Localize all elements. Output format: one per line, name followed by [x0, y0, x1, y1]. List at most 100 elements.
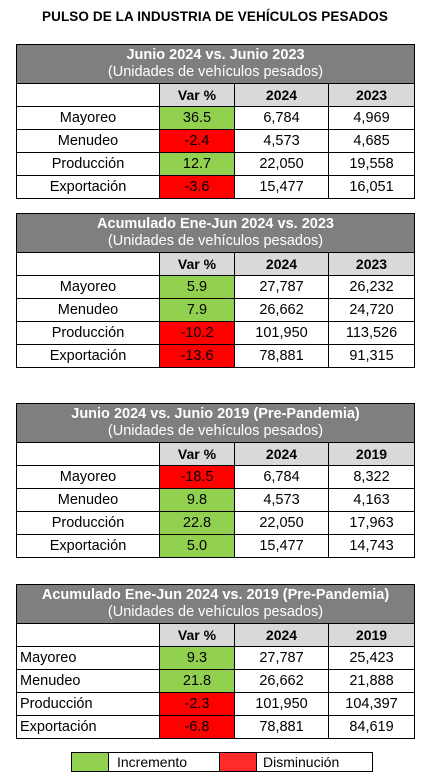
- legend-label-increase: Incremento: [117, 754, 188, 770]
- blank-header-cell: [16, 442, 160, 466]
- var-cell: -2.3: [159, 692, 235, 716]
- legend-swatch-decrease: [220, 753, 257, 771]
- row-label: Producción: [16, 692, 160, 716]
- table-title: Acumulado Ene-Jun 2024 vs. 2023: [97, 216, 334, 232]
- value-cell-a: 26,662: [234, 298, 329, 322]
- column-header-var: Var %: [159, 623, 235, 647]
- legend-item-increase: Incremento: [71, 752, 220, 772]
- table-subtitle: (Unidades de vehículos pesados): [107, 423, 324, 439]
- table-acumulado-2024-vs-2019: Acumulado Ene-Jun 2024 vs. 2019 (Pre-Pan…: [15, 584, 416, 739]
- value-cell-a: 101,950: [234, 321, 329, 345]
- row-label: Menudeo: [16, 669, 160, 693]
- value-cell-a: 78,881: [234, 715, 329, 739]
- table-header: Acumulado Ene-Jun 2024 vs. 2023 (Unidade…: [16, 213, 415, 253]
- page-title: PULSO DE LA INDUSTRIA DE VEHÍCULOS PESAD…: [42, 9, 388, 24]
- table-acumulado-2024-vs-2023: Acumulado Ene-Jun 2024 vs. 2023 (Unidade…: [16, 213, 415, 368]
- row-label: Menudeo: [16, 488, 160, 512]
- value-cell-b: 14,743: [327, 534, 416, 558]
- table-row: Menudeo -2.4 4,573 4,685: [16, 129, 416, 153]
- blank-header-cell: [16, 623, 160, 647]
- column-header-year-a: 2024: [234, 252, 329, 276]
- row-label: Exportación: [16, 175, 160, 199]
- table-header: Junio 2024 vs. Junio 2023 (Unidades de v…: [15, 44, 416, 84]
- value-cell-a: 15,477: [234, 175, 329, 199]
- value-cell-b: 4,969: [327, 106, 416, 130]
- var-cell: 12.7: [159, 152, 235, 176]
- value-cell-b: 17,963: [327, 511, 416, 535]
- table-row: Producción 22.8 22,050 17,963: [16, 511, 416, 535]
- var-cell: -6.8: [159, 715, 235, 739]
- table-subtitle: (Unidades de vehículos pesados): [107, 233, 324, 249]
- table-title: Acumulado Ene-Jun 2024 vs. 2019 (Pre-Pan…: [41, 587, 390, 603]
- value-cell-a: 26,662: [234, 669, 329, 693]
- table-title: Junio 2024 vs. Junio 2023: [126, 47, 305, 63]
- var-cell: -3.6: [159, 175, 235, 199]
- var-cell: -18.5: [159, 465, 235, 489]
- blank-header-cell: [16, 83, 160, 107]
- var-cell: 9.8: [159, 488, 235, 512]
- column-header-var: Var %: [159, 442, 235, 466]
- table-row: Mayoreo 9.3 27,787 25,423: [16, 646, 416, 670]
- table-row: Mayoreo 36.5 6,784 4,969: [16, 106, 416, 130]
- value-cell-b: 8,322: [327, 465, 416, 489]
- value-cell-a: 6,784: [234, 465, 329, 489]
- var-cell: 21.8: [159, 669, 235, 693]
- var-cell: 22.8: [159, 511, 235, 535]
- table-subtitle: (Unidades de vehículos pesados): [107, 64, 324, 80]
- row-label: Mayoreo: [16, 646, 160, 670]
- value-cell-b: 25,423: [327, 646, 416, 670]
- value-cell-b: 104,397: [327, 692, 416, 716]
- value-cell-a: 101,950: [234, 692, 329, 716]
- column-header-year-a: 2024: [234, 623, 329, 647]
- var-cell: 9.3: [159, 646, 235, 670]
- row-label: Producción: [16, 152, 160, 176]
- column-header-year-b: 2023: [328, 252, 415, 276]
- value-cell-a: 22,050: [234, 152, 329, 176]
- var-cell: -13.6: [159, 344, 235, 368]
- table-subtitle: (Unidades de vehículos pesados): [107, 604, 324, 620]
- table-header: Junio 2024 vs. Junio 2019 (Pre-Pandemia)…: [15, 403, 416, 443]
- table-row: Exportación 5.0 15,477 14,743: [16, 534, 416, 558]
- value-cell-b: 19,558: [327, 152, 416, 176]
- column-header-year-b: 2019: [327, 623, 416, 647]
- table-row: Menudeo 21.8 26,662 21,888: [16, 669, 416, 693]
- value-cell-a: 6,784: [234, 106, 329, 130]
- var-cell: 7.9: [159, 298, 235, 322]
- value-cell-b: 4,163: [327, 488, 416, 512]
- value-cell-a: 27,787: [234, 646, 329, 670]
- row-label: Mayoreo: [16, 275, 160, 299]
- row-label: Menudeo: [16, 129, 160, 153]
- table-junio-2024-vs-2019: Junio 2024 vs. Junio 2019 (Pre-Pandemia)…: [15, 403, 416, 558]
- legend-label-decrease: Disminución: [263, 754, 340, 770]
- legend: Incremento Disminución: [71, 752, 373, 772]
- row-label: Exportación: [16, 534, 160, 558]
- value-cell-a: 4,573: [234, 488, 329, 512]
- table-row: Exportación -6.8 78,881 84,619: [16, 715, 416, 739]
- blank-header-cell: [16, 252, 160, 276]
- value-cell-b: 21,888: [327, 669, 416, 693]
- row-label: Producción: [16, 321, 160, 345]
- value-cell-a: 4,573: [234, 129, 329, 153]
- var-cell: 5.0: [159, 534, 235, 558]
- column-header-var: Var %: [159, 252, 235, 276]
- row-label: Mayoreo: [16, 465, 160, 489]
- table-junio-2024-vs-2023: Junio 2024 vs. Junio 2023 (Unidades de v…: [15, 44, 416, 199]
- var-cell: 36.5: [159, 106, 235, 130]
- value-cell-a: 78,881: [234, 344, 329, 368]
- value-cell-b: 24,720: [328, 298, 415, 322]
- table-row: Producción -10.2 101,950 113,526: [16, 321, 415, 345]
- table-row: Producción -2.3 101,950 104,397: [16, 692, 416, 716]
- value-cell-a: 27,787: [234, 275, 329, 299]
- value-cell-b: 113,526: [328, 321, 415, 345]
- var-cell: 5.9: [159, 275, 235, 299]
- column-header-var: Var %: [159, 83, 235, 107]
- value-cell-b: 16,051: [327, 175, 416, 199]
- legend-item-decrease: Disminución: [220, 752, 373, 772]
- column-header-year-a: 2024: [234, 442, 329, 466]
- table-row: Mayoreo -18.5 6,784 8,322: [16, 465, 416, 489]
- table-row: Mayoreo 5.9 27,787 26,232: [16, 275, 415, 299]
- row-label: Exportación: [16, 344, 160, 368]
- row-label: Producción: [16, 511, 160, 535]
- legend-swatch-increase: [72, 753, 109, 771]
- column-header-year-b: 2023: [327, 83, 416, 107]
